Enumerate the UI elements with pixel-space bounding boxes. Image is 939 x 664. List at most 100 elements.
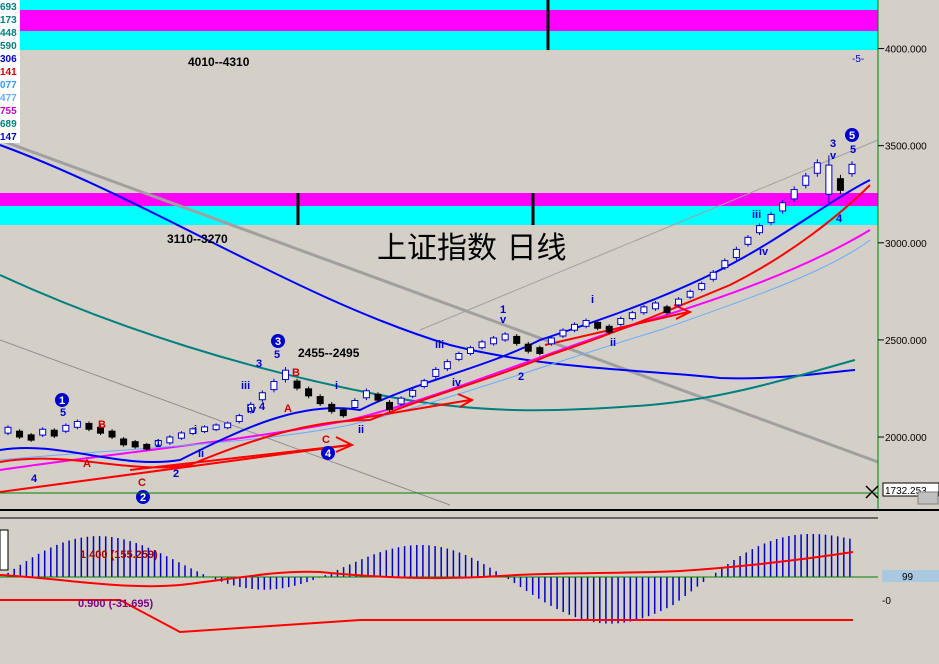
candle	[27, 433, 35, 442]
svg-text:4: 4	[259, 401, 266, 413]
candle	[258, 390, 266, 403]
candle	[281, 367, 289, 383]
svg-text:5: 5	[274, 349, 280, 361]
svg-text:B: B	[292, 367, 300, 379]
cyan-band-top	[0, 0, 878, 10]
svg-text:B: B	[98, 419, 106, 431]
left-value-bg	[0, 130, 20, 143]
candle	[455, 351, 463, 362]
left-value-bg	[0, 104, 20, 117]
corner-marker: -5-	[852, 54, 864, 65]
left-value: 448	[0, 28, 17, 39]
svg-text:i: i	[335, 380, 338, 392]
left-value-bg	[0, 26, 20, 39]
candle	[571, 322, 579, 333]
svg-text:ii: ii	[198, 448, 204, 460]
candle	[177, 431, 185, 440]
indicator-value-box	[882, 570, 939, 582]
candle	[559, 328, 567, 338]
left-value: 590	[0, 41, 17, 52]
svg-text:A: A	[284, 403, 292, 415]
candle	[293, 378, 301, 391]
candle	[224, 421, 232, 430]
svg-text:4: 4	[31, 473, 38, 485]
candle	[362, 388, 370, 401]
candle	[247, 402, 255, 414]
candle	[490, 336, 498, 346]
candle	[825, 155, 833, 204]
left-value-bg	[0, 13, 20, 26]
svg-text:4: 4	[325, 448, 332, 460]
y-tick-label: 2000.000	[885, 433, 927, 444]
svg-text:1: 1	[155, 438, 161, 450]
candle	[698, 281, 706, 292]
candle	[466, 345, 474, 356]
svg-text:ii: ii	[610, 337, 616, 349]
candle	[802, 172, 810, 189]
candle	[85, 421, 93, 432]
zoom-icon[interactable]	[917, 491, 939, 505]
left-value-bg	[0, 0, 20, 13]
svg-text:i: i	[591, 294, 594, 306]
svg-text:5: 5	[60, 407, 66, 419]
left-value: 077	[0, 80, 17, 91]
left-value: 147	[0, 132, 17, 143]
left-value-bg	[0, 65, 20, 78]
svg-text:A: A	[83, 458, 91, 470]
candle	[4, 425, 12, 436]
left-value: 477	[0, 93, 17, 104]
left-value-bg	[0, 78, 20, 91]
candle	[582, 318, 590, 329]
magenta-band-upper	[0, 10, 878, 31]
candle	[790, 186, 798, 202]
left-value-bg	[0, 52, 20, 65]
indicator-zero-label: -0	[882, 596, 891, 607]
candle	[201, 425, 209, 434]
indicator-label-1: 1.400 (155.259)	[80, 549, 158, 561]
candle	[779, 200, 787, 214]
svg-text:v: v	[500, 314, 507, 326]
svg-text:1: 1	[59, 395, 65, 407]
price-axis	[878, 0, 939, 510]
candle	[640, 304, 648, 315]
left-value: 693	[0, 2, 17, 13]
signal-line	[0, 551, 854, 588]
left-value: 141	[0, 67, 17, 78]
candle	[605, 324, 613, 335]
candle	[513, 334, 521, 346]
candle	[732, 246, 740, 261]
zone-label-lower: 2455--2495	[298, 346, 360, 360]
panel-left-box	[0, 529, 9, 571]
price-plot-area	[0, 0, 878, 510]
indicator-value: 99	[902, 572, 914, 583]
candle	[62, 423, 70, 434]
left-value: 755	[0, 106, 17, 117]
svg-text:5: 5	[850, 144, 856, 156]
candle	[628, 310, 636, 321]
cyan-band-lower	[0, 206, 878, 225]
candle	[305, 386, 313, 399]
svg-text:3: 3	[275, 336, 281, 348]
pink-ma	[0, 229, 871, 471]
thin-upper-channel	[419, 139, 879, 331]
candle	[120, 437, 128, 447]
candle	[813, 159, 821, 177]
candle	[166, 435, 174, 445]
candle	[235, 413, 243, 424]
svg-text:4: 4	[836, 213, 843, 225]
left-value: 689	[0, 119, 17, 130]
thin-channel-line	[0, 339, 451, 506]
svg-text:v: v	[830, 150, 837, 162]
svg-text:2: 2	[140, 492, 146, 504]
left-value: 173	[0, 15, 17, 26]
candle	[96, 425, 104, 436]
candle	[547, 336, 555, 346]
candle	[16, 429, 24, 439]
red-trend-line	[0, 444, 351, 493]
candle	[478, 339, 486, 350]
candle	[154, 438, 162, 447]
candle	[524, 341, 532, 354]
candle	[848, 161, 856, 177]
candle	[143, 442, 151, 451]
